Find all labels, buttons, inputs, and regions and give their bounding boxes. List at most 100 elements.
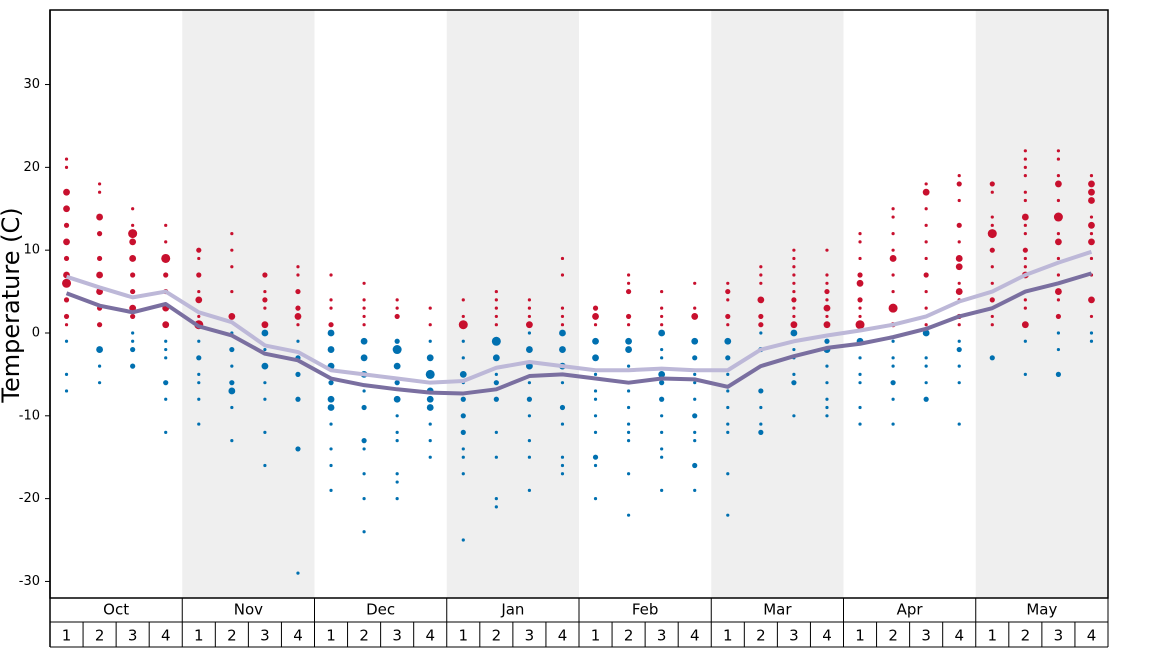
temperature-dot (957, 339, 961, 343)
temperature-dot (659, 396, 665, 402)
temperature-dot (493, 380, 499, 386)
temperature-dot (825, 364, 829, 368)
temperature-dot (96, 213, 103, 221)
temperature-dot (62, 278, 72, 288)
temperature-dot (660, 356, 664, 360)
temperature-dot (1056, 298, 1061, 302)
temperature-dot (394, 380, 400, 386)
temperature-dot (923, 272, 929, 278)
temperature-dot (1021, 321, 1029, 329)
temperature-dot (592, 337, 599, 345)
temperature-dot (394, 313, 400, 320)
temperature-dot (924, 356, 928, 360)
temperature-dot (693, 381, 697, 385)
temperature-dot (164, 356, 168, 360)
temperature-dot (164, 397, 168, 401)
temperature-dot (230, 232, 234, 236)
temperature-dot (526, 362, 533, 370)
temperature-dot (393, 362, 401, 370)
temperature-dot (163, 272, 169, 278)
temperature-dot (1056, 149, 1061, 153)
temperature-dot (891, 215, 895, 219)
temperature-dot (362, 472, 366, 476)
temperature-dot (362, 389, 366, 393)
temperature-dot (924, 223, 928, 227)
temperature-dot (228, 313, 236, 320)
temperature-dot (592, 305, 599, 311)
temperature-dot (229, 380, 235, 386)
temperature-dot (726, 281, 730, 285)
temperature-dot (197, 256, 201, 261)
temperature-dot (725, 313, 731, 320)
temperature-dot (990, 223, 994, 227)
temperature-dot (691, 313, 699, 320)
temperature-dot (131, 331, 135, 335)
temperature-dot (97, 182, 102, 186)
temperature-dot (1089, 314, 1094, 319)
temperature-dot (263, 306, 267, 310)
temperature-dot (63, 188, 70, 196)
temperature-dot (693, 372, 697, 376)
temperature-dot (229, 346, 235, 353)
week-label: 1 (62, 627, 72, 645)
temperature-dot (296, 571, 300, 575)
week-label: 2 (888, 627, 898, 645)
temperature-dot (296, 265, 300, 269)
average-line (65, 271, 1093, 396)
month-label: Oct (103, 601, 129, 619)
temperature-dot (164, 347, 168, 352)
temperature-dot (1023, 223, 1027, 227)
temperature-dot (361, 404, 367, 411)
temperature-dot (526, 321, 533, 329)
temperature-dot (559, 404, 566, 411)
temperature-dot (1089, 232, 1094, 236)
temperature-dot (130, 346, 136, 353)
temperature-dot (957, 198, 961, 203)
temperature-dot (197, 314, 201, 319)
week-label: 1 (591, 627, 601, 645)
week-label: 2 (756, 627, 766, 645)
temperature-dot (560, 381, 565, 385)
temperature-dot (693, 430, 697, 434)
temperature-dot (96, 346, 103, 353)
temperature-dot (458, 320, 468, 330)
month-band (711, 10, 844, 598)
temperature-dot (757, 296, 765, 304)
temperature-dot (592, 454, 599, 460)
temperature-dot (329, 488, 333, 492)
temperature-dot (791, 297, 797, 303)
temperature-dot (792, 273, 796, 277)
temperature-dot (855, 320, 865, 330)
temperature-dot (924, 323, 928, 327)
temperature-dot (625, 346, 632, 353)
temperature-dot (626, 513, 631, 517)
temperature-dot (1056, 256, 1061, 261)
temperature-dot (428, 455, 432, 459)
temperature-dot (362, 530, 366, 534)
week-label: 4 (293, 627, 303, 645)
temperature-dot (626, 472, 631, 476)
temperature-dot (792, 314, 796, 319)
temperature-dot (296, 273, 300, 277)
temperature-dot (560, 323, 565, 327)
temperature-dot (726, 422, 730, 426)
temperature-dot (792, 372, 796, 376)
temperature-dot (660, 414, 664, 418)
temperature-dot (261, 321, 269, 329)
week-label: 2 (624, 627, 634, 645)
temperature-dot (63, 205, 70, 213)
temperature-dot (924, 240, 928, 244)
temperature-dot (660, 314, 664, 319)
temperature-dot (494, 289, 498, 294)
temperature-dot (858, 405, 862, 410)
temperature-dot (230, 248, 234, 252)
temperature-dot (295, 305, 301, 311)
temperature-dot (329, 306, 333, 310)
temperature-dot (790, 329, 798, 337)
temperature-dot (956, 181, 962, 187)
temperature-dot (626, 389, 631, 393)
temperature-dot (790, 321, 798, 329)
temperature-dot (891, 339, 895, 343)
temperature-dot (461, 538, 465, 542)
temperature-dot (792, 265, 796, 269)
